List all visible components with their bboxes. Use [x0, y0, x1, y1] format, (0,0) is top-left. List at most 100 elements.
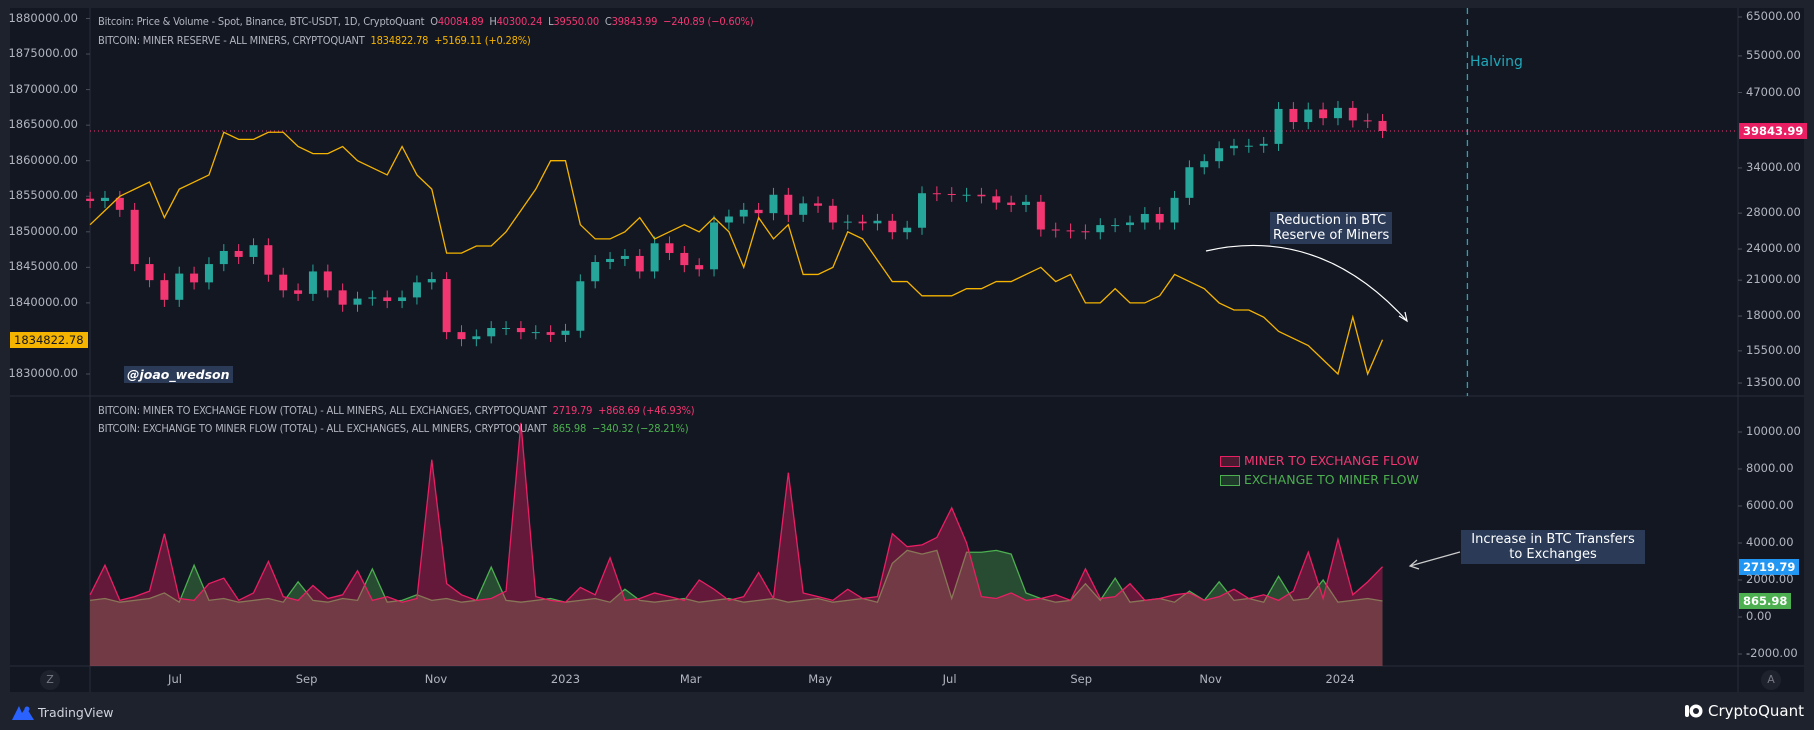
- candle-body: [710, 222, 719, 270]
- candle-body: [888, 220, 897, 233]
- candle-body: [1319, 109, 1328, 119]
- candle-body: [115, 197, 124, 210]
- candle-body: [1289, 108, 1298, 123]
- e2m-flow-area: [90, 550, 1383, 666]
- left-axis-tick: 1850000.00: [8, 223, 78, 238]
- price-axis-tick: 24000.00: [1746, 241, 1801, 256]
- candle-body: [264, 245, 273, 275]
- candle-body: [769, 194, 778, 214]
- candle-body: [1125, 222, 1134, 226]
- candle-body: [739, 209, 748, 217]
- low-value: 39550.00: [553, 15, 599, 28]
- auto-scale-button[interactable]: A: [1761, 670, 1781, 690]
- candle-body: [828, 205, 837, 223]
- left-axis-tick: 1860000.00: [8, 152, 78, 167]
- e2m-last-tag: 865.98: [1739, 593, 1792, 609]
- candle-body: [932, 193, 941, 195]
- open-label: O: [430, 15, 438, 28]
- price-series-title: Bitcoin: Price & Volume - Spot, Binance,…: [98, 15, 425, 28]
- m2e-series-title: BITCOIN: MINER TO EXCHANGE FLOW (TOTAL) …: [98, 404, 547, 417]
- cryptoquant-label: CryptoQuant: [1708, 702, 1804, 720]
- price-axis-tick: 28000.00: [1746, 205, 1801, 220]
- candle-body: [1007, 202, 1016, 205]
- time-axis-tick: Sep: [295, 672, 318, 686]
- candle-body: [249, 245, 258, 257]
- candle-body: [1185, 167, 1194, 198]
- candle-body: [947, 193, 956, 195]
- candle-body: [398, 297, 407, 302]
- left-axis-tick: 1845000.00: [8, 259, 78, 274]
- reserve-last-tag: 1834822.78: [10, 332, 88, 348]
- increase-arrowhead: [1408, 559, 1420, 570]
- e2m-change: −340.32 (−28.21%): [591, 422, 689, 435]
- candle-body: [516, 327, 525, 333]
- reduction-arrow: [1205, 244, 1408, 322]
- time-axis-tick: Sep: [1070, 672, 1093, 686]
- candle-body: [204, 264, 213, 283]
- candle-body: [1036, 201, 1045, 230]
- left-axis-tick: 1880000.00: [8, 10, 78, 25]
- candle-body: [1081, 231, 1090, 233]
- candle-body: [724, 216, 733, 223]
- candle-body: [487, 327, 496, 337]
- candle-body: [962, 194, 971, 196]
- reduction-arrowhead: [1398, 311, 1408, 323]
- tradingview-logo-icon: [12, 706, 34, 720]
- candle-body: [680, 252, 689, 266]
- candle-body: [457, 332, 466, 340]
- tradingview-brand[interactable]: TradingView: [12, 704, 114, 720]
- flow-axis-tick: 8000.00: [1746, 461, 1794, 475]
- candle-body: [1096, 225, 1105, 233]
- candle-body: [620, 255, 629, 259]
- price-axis-tick: 15500.00: [1746, 342, 1801, 357]
- close-label: C: [604, 15, 612, 28]
- price-legend: Bitcoin: Price & Volume - Spot, Binance,…: [98, 15, 754, 28]
- left-axis-tick: 1830000.00: [8, 366, 78, 380]
- candle-body: [561, 330, 570, 335]
- tradingview-label: TradingView: [38, 704, 114, 720]
- m2e-last-tag: 2719.79: [1739, 559, 1800, 575]
- e2m-value: 865.98: [552, 422, 587, 435]
- candle-body: [160, 280, 169, 300]
- candle-body: [903, 227, 912, 233]
- candle-body: [814, 203, 823, 206]
- price-axis-tick: 21000.00: [1746, 272, 1801, 287]
- e2m-swatch: [1220, 475, 1240, 486]
- candle-body: [86, 198, 95, 201]
- time-axis-tick: Mar: [679, 672, 702, 686]
- candle-body: [977, 194, 986, 197]
- flow-series-legend: MINER TO EXCHANGE FLOW EXCHANGE TO MINER…: [1220, 453, 1419, 487]
- time-axis-tick: Nov: [424, 672, 448, 686]
- open-value: 40084.89: [437, 15, 484, 28]
- left-axis-tick: 1875000.00: [8, 46, 78, 61]
- candle-body: [294, 290, 303, 294]
- candle-body: [1229, 145, 1238, 149]
- flow-axis-tick: 0.00: [1746, 609, 1772, 623]
- e2m-legend-label: EXCHANGE TO MINER FLOW: [1243, 472, 1419, 487]
- candle-body: [576, 281, 585, 331]
- candle-body: [1200, 161, 1209, 168]
- m2e-flow-area: [90, 422, 1383, 666]
- candle-body: [1066, 230, 1075, 232]
- candle-body: [190, 273, 199, 283]
- price-axis-tick: 47000.00: [1746, 84, 1801, 99]
- left-axis-tick: 1840000.00: [8, 294, 78, 309]
- price-change: −240.89 (−0.60%): [663, 15, 754, 28]
- candle-body: [502, 327, 511, 329]
- m2e-flow-line: [89, 422, 1383, 603]
- candle-body: [665, 243, 674, 253]
- flow-axis-tick: 4000.00: [1746, 535, 1794, 549]
- reserve-legend: BITCOIN: MINER RESERVE - ALL MINERS, CRY…: [98, 34, 531, 47]
- m2e-legend: BITCOIN: MINER TO EXCHANGE FLOW (TOTAL) …: [98, 404, 695, 417]
- candle-body: [754, 209, 763, 214]
- candle-body: [308, 271, 317, 294]
- candle-body: [650, 243, 659, 272]
- flow-axis-tick: -2000.00: [1746, 646, 1798, 660]
- zoom-reset-button[interactable]: Z: [40, 670, 60, 690]
- candle-body: [606, 258, 615, 263]
- m2e-value: 2719.79: [552, 404, 593, 417]
- candle-body: [992, 196, 1001, 203]
- candle-body: [591, 262, 600, 282]
- reduction-note-line: Reduction in BTC: [1275, 213, 1387, 228]
